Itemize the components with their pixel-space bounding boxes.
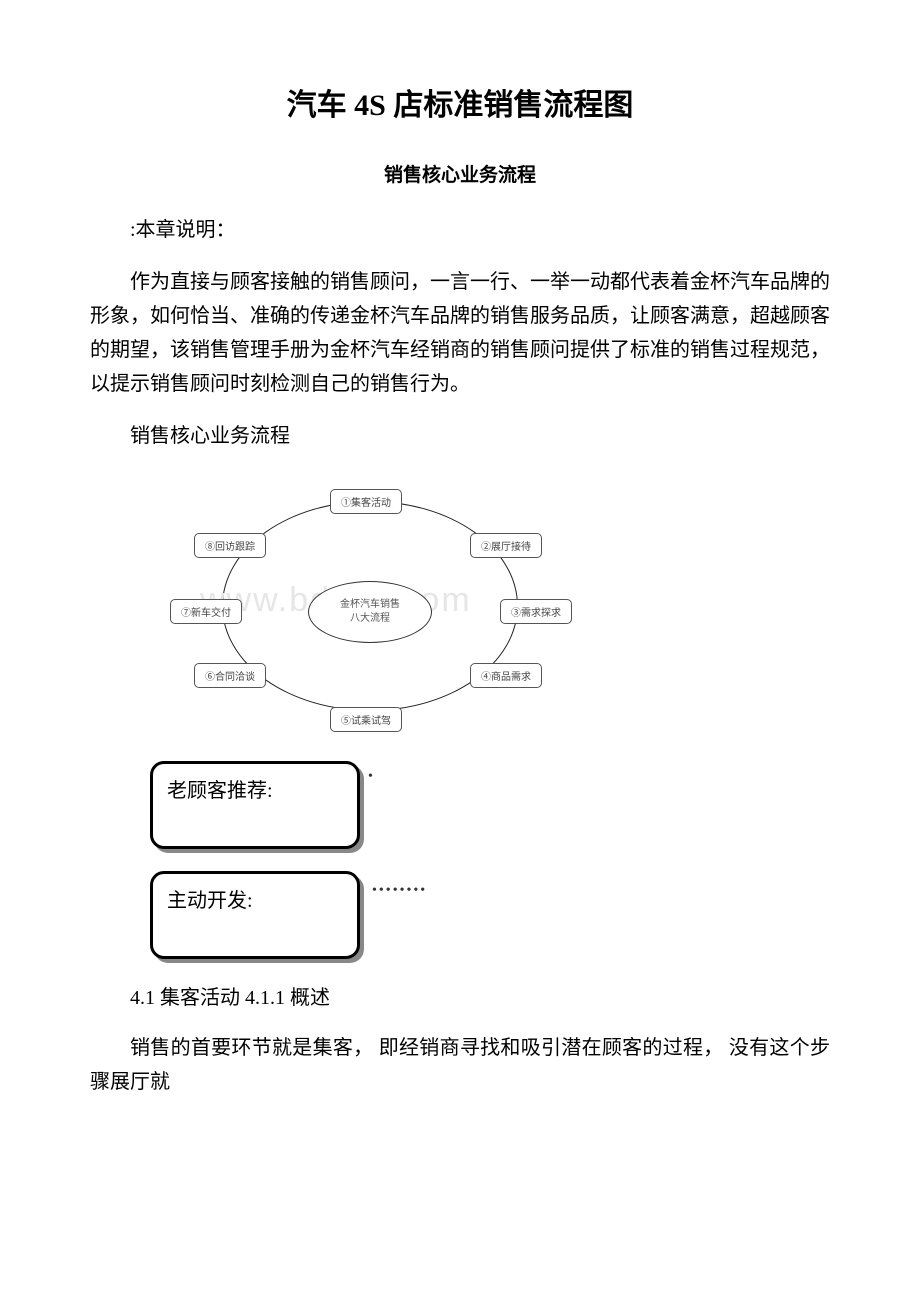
node-5: ⑤试乘试驾 <box>330 707 402 732</box>
node-2: ②展厅接待 <box>470 533 542 558</box>
node-4: ④商品需求 <box>470 663 542 688</box>
section-4-1-heading: 4.1 集客活动 4.1.1 概述 <box>90 981 830 1015</box>
node-1: ①集客活动 <box>330 489 402 514</box>
page-subtitle: 销售核心业务流程 <box>90 160 830 187</box>
node-3: ③需求探求 <box>500 599 572 624</box>
center-line1: 金杯汽车销售 <box>340 599 400 610</box>
intro-label: :本章说明： <box>90 213 830 247</box>
callout-active-dev: 主动开发: <box>150 871 360 959</box>
flowchart-cycle: www.bdocx.com 金杯汽车销售 八大流程 ①集客活动 ②展厅接待 ③需… <box>150 471 590 741</box>
node-7: ⑦新车交付 <box>170 599 242 624</box>
node-8: ⑧回访跟踪 <box>194 533 266 558</box>
connector-dots-2: •••••••• <box>372 883 427 899</box>
center-line2: 八大流程 <box>350 613 390 624</box>
page-title: 汽车 4S 店标准销售流程图 <box>90 80 830 124</box>
callout-active-dev-label: 主动开发: <box>167 890 253 912</box>
node-6: ⑥合同洽谈 <box>194 663 266 688</box>
callout-old-customer: 老顾客推荐: <box>150 761 360 849</box>
section-4-1-body: 销售的首要环节就是集客， 即经销商寻找和吸引潜在顾客的过程， 没有这个步骤展厅就 <box>90 1031 830 1099</box>
connector-dots-1: • <box>368 769 375 785</box>
flowchart-container: www.bdocx.com 金杯汽车销售 八大流程 ①集客活动 ②展厅接待 ③需… <box>150 471 590 741</box>
section-label: 销售核心业务流程 <box>90 419 830 453</box>
callout-old-customer-label: 老顾客推荐: <box>167 780 273 802</box>
center-ellipse: 金杯汽车销售 八大流程 <box>308 581 432 643</box>
intro-body: 作为直接与顾客接触的销售顾问，一言一行、一举一动都代表着金杯汽车品牌的 形象，如… <box>90 265 830 401</box>
